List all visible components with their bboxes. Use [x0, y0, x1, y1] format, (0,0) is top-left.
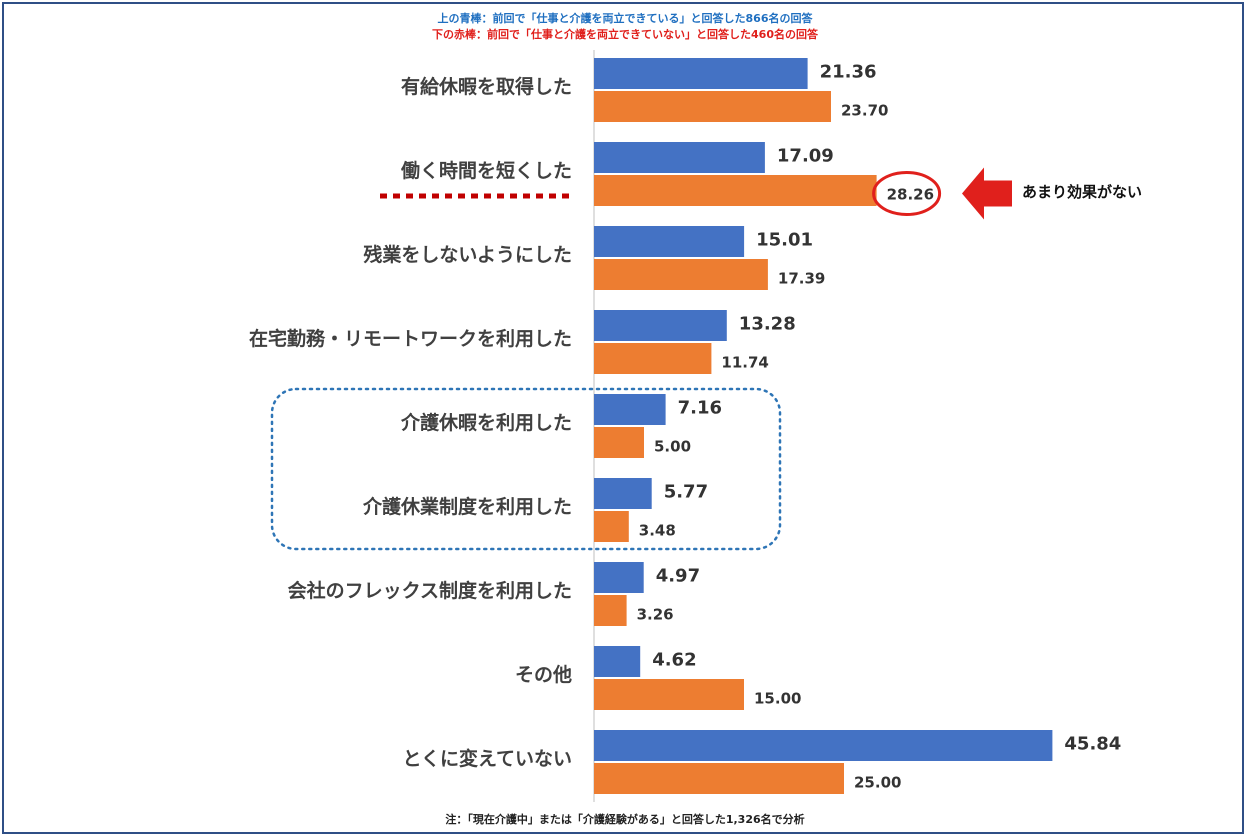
value-label-blue: 45.84 — [1064, 734, 1121, 755]
bar-orange — [594, 175, 877, 206]
category-label: 介護休暇を利用した — [400, 411, 572, 434]
value-highlight-circle — [872, 171, 942, 216]
bar-orange — [594, 343, 712, 374]
category-label: その他 — [515, 663, 572, 686]
value-label-blue: 4.62 — [652, 650, 696, 671]
bar-orange — [594, 427, 644, 458]
value-label-orange: 3.26 — [637, 606, 674, 624]
callout-text: あまり効果がない — [1022, 183, 1143, 201]
value-label-blue: 5.77 — [664, 482, 708, 503]
bar-blue — [594, 226, 745, 257]
bar-blue — [594, 478, 652, 509]
bar-blue — [594, 142, 765, 173]
category-label: とくに変えていない — [403, 747, 572, 770]
bar-blue — [594, 58, 808, 89]
value-label-orange: 3.48 — [639, 522, 676, 540]
legend-orange-series: 下の赤棒：前回で「仕事と介護を両立できていない」と回答した460名の回答 — [432, 28, 818, 41]
value-label-blue: 7.16 — [678, 398, 722, 419]
bar-orange — [594, 259, 768, 290]
value-label-orange: 25.00 — [854, 774, 901, 792]
value-label-blue: 4.97 — [656, 566, 700, 587]
bar-blue — [594, 562, 644, 593]
bar-orange — [594, 595, 627, 626]
category-label: 有給休暇を取得した — [401, 75, 572, 98]
category-label: 介護休業制度を利用した — [362, 495, 572, 518]
value-label-orange: 28.26 — [887, 186, 934, 204]
category-label: 在宅勤務・リモートワークを利用した — [249, 327, 572, 350]
value-label-orange: 5.00 — [654, 438, 691, 456]
category-label: 残業をしないようにした — [363, 243, 572, 266]
bar-blue — [594, 394, 666, 425]
bar-orange — [594, 91, 831, 122]
bar-orange — [594, 679, 744, 710]
value-label-orange: 17.39 — [778, 270, 825, 288]
category-label: 働く時間を短くした — [400, 159, 572, 182]
value-label-blue: 15.01 — [756, 230, 813, 251]
value-label-orange: 15.00 — [754, 690, 801, 708]
legend-blue-series: 上の青棒：前回で「仕事と介護を両立できている」と回答した866名の回答 — [437, 12, 813, 25]
footnote: 注：「現在介護中」または「介護経験がある」と回答した1,326名で分析 — [445, 813, 805, 826]
bar-orange — [594, 511, 629, 542]
value-label-orange: 23.70 — [841, 102, 888, 120]
value-label-blue: 21.36 — [820, 62, 877, 83]
value-label-orange: 11.74 — [721, 354, 768, 372]
bar-blue — [594, 646, 641, 677]
bar-blue — [594, 730, 1053, 761]
value-label-blue: 17.09 — [777, 146, 834, 167]
bar-blue — [594, 310, 727, 341]
category-label: 会社のフレックス制度を利用した — [288, 579, 572, 602]
value-label-blue: 13.28 — [739, 314, 796, 335]
bar-orange — [594, 763, 844, 794]
group-highlight-box — [270, 387, 782, 551]
callout-arrow-icon — [962, 167, 1012, 220]
